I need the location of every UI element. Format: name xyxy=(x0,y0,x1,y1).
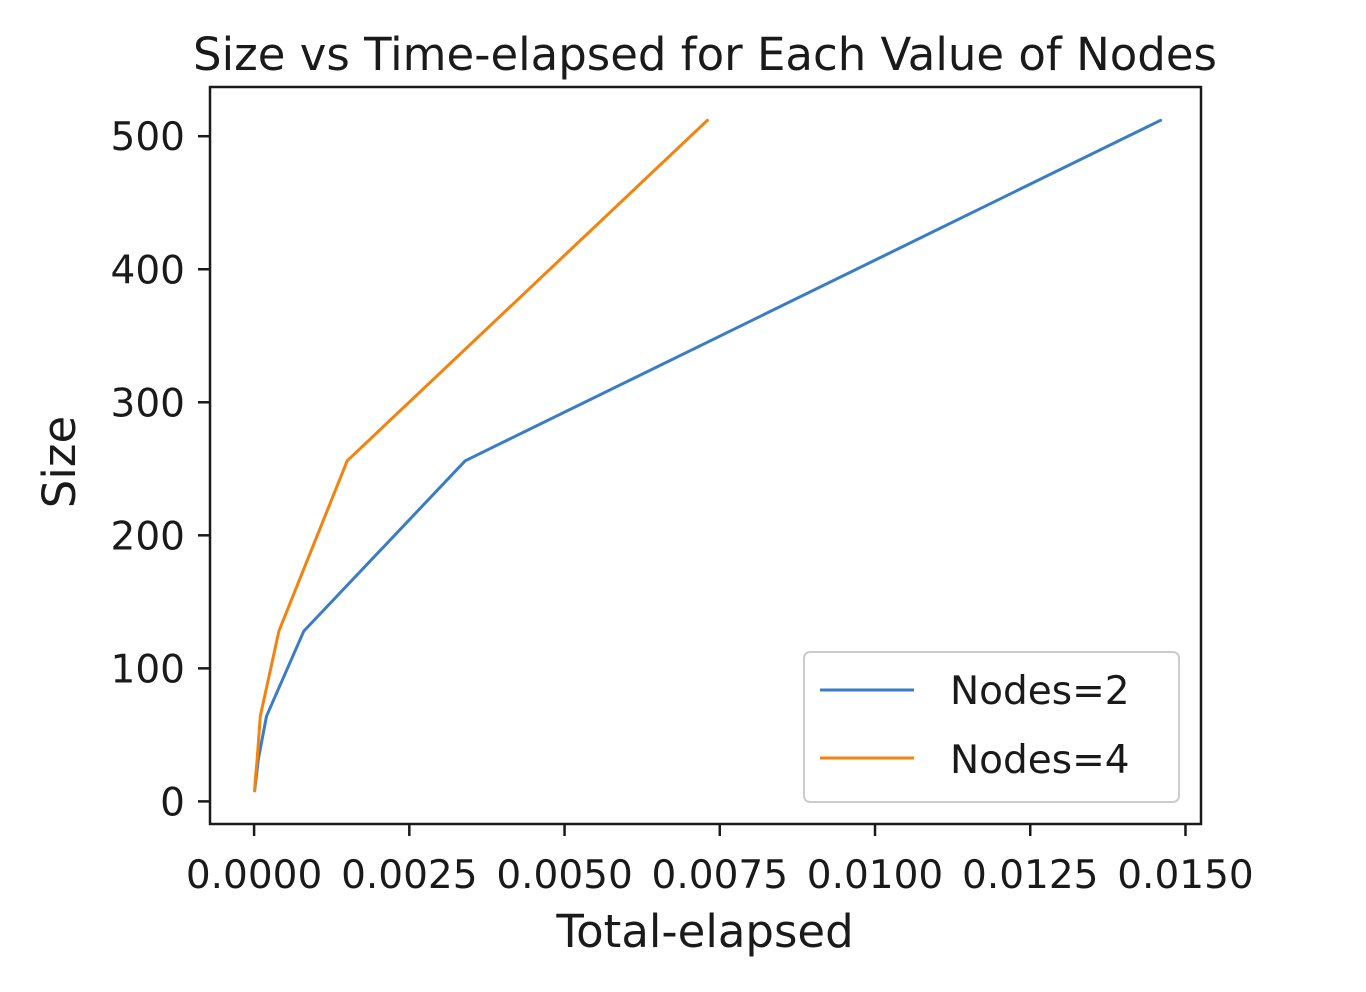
series-line-nodes-4 xyxy=(253,118,709,793)
legend-label-nodes-2: Nodes=2 xyxy=(950,669,1130,714)
y-axis-label: Size xyxy=(33,416,86,508)
x-tick-label: 0.0125 xyxy=(962,853,1098,898)
plot-lines xyxy=(253,118,1163,793)
chart-title: Size vs Time-elapsed for Each Value of N… xyxy=(193,28,1217,81)
x-axis-ticks: 0.0000 0.0025 0.0050 0.0075 0.0100 0.0125 0.01… xyxy=(186,824,1254,898)
x-tick-label: 0.0025 xyxy=(341,853,477,898)
y-axis-ticks: 0 100 200 300 400 500 xyxy=(111,115,210,825)
legend-label-nodes-4: Nodes=4 xyxy=(950,738,1130,783)
y-tick-label: 400 xyxy=(111,248,185,293)
x-tick-label: 0.0100 xyxy=(807,853,943,898)
x-tick-label: 0.0150 xyxy=(1117,853,1253,898)
y-tick-label: 100 xyxy=(111,647,185,692)
x-tick-label: 0.0000 xyxy=(186,853,322,898)
y-tick-label: 200 xyxy=(111,514,185,559)
plot-frame xyxy=(208,85,1203,826)
x-axis-label: Total-elapsed xyxy=(555,905,853,958)
x-tick-label: 0.0075 xyxy=(652,853,788,898)
y-tick-label: 0 xyxy=(160,780,185,825)
y-tick-label: 500 xyxy=(111,115,185,160)
legend: Nodes=2 Nodes=4 xyxy=(803,651,1180,803)
x-tick-label: 0.0050 xyxy=(496,853,632,898)
y-tick-label: 300 xyxy=(111,381,185,426)
